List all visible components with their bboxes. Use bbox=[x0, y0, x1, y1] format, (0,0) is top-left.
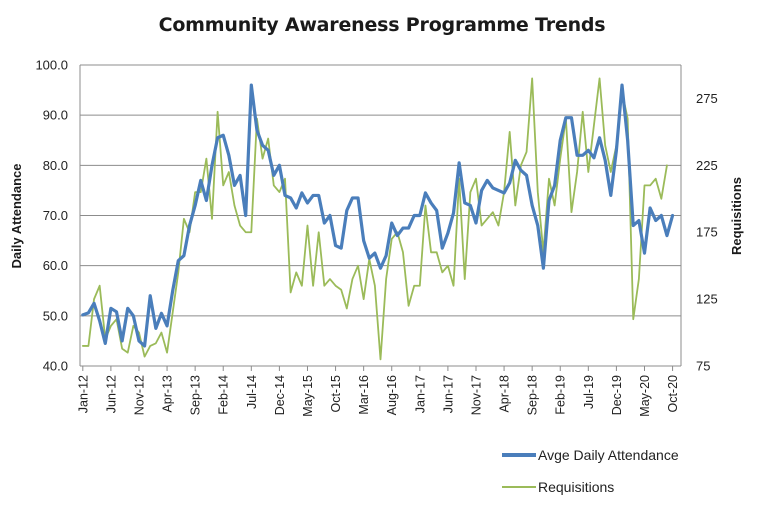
y2-tick-label: 175 bbox=[696, 225, 718, 240]
x-tick-label: Dec-14 bbox=[273, 375, 287, 415]
y-axis-label: Daily Attendance bbox=[9, 164, 24, 269]
y-tick-label: 60.0 bbox=[43, 258, 68, 273]
x-tick-label: Oct-20 bbox=[666, 375, 680, 413]
y2-axis-label: Requisitions bbox=[729, 177, 744, 255]
y-tick-label: 90.0 bbox=[43, 108, 68, 123]
x-tick-label: Nov-17 bbox=[469, 375, 483, 415]
series-lines bbox=[81, 77, 675, 361]
legend-label-attendance: Avge Daily Attendance bbox=[538, 447, 679, 463]
x-tick-label: Jul-19 bbox=[582, 375, 596, 409]
x-tick-label: Apr-18 bbox=[498, 375, 512, 413]
x-tick-label: May-15 bbox=[301, 375, 315, 417]
y2-tick-label: 75 bbox=[696, 359, 710, 374]
y-tick-label: 50.0 bbox=[43, 308, 68, 323]
legend-label-requisitions: Requisitions bbox=[538, 479, 615, 495]
legend: Avge Daily Attendance Requisitions bbox=[502, 443, 679, 507]
y2-tick-label: 225 bbox=[696, 158, 718, 173]
y-tick-label: 70.0 bbox=[43, 208, 68, 223]
chart-title: Community Awareness Programme Trends bbox=[158, 14, 606, 36]
x-tick-label: May-20 bbox=[638, 375, 652, 417]
x-tick-label: Dec-19 bbox=[610, 375, 624, 415]
x-tick-label: Nov-12 bbox=[132, 375, 146, 415]
x-tick-label: Sep-18 bbox=[526, 375, 540, 415]
y-tick-label: 40.0 bbox=[43, 359, 68, 374]
gridlines bbox=[80, 64, 681, 367]
axis-ticks: 40.0 50.0 60.0 70.0 80.0 90.0 100.0 75 125 175 225… bbox=[35, 58, 717, 417]
x-tick-label: Apr-13 bbox=[161, 375, 175, 413]
series-line-attendance bbox=[81, 83, 675, 348]
x-tick-label: Mar-16 bbox=[357, 375, 371, 415]
x-tick-label: Jul-14 bbox=[245, 375, 259, 409]
y-tick-label: 80.0 bbox=[43, 158, 68, 173]
legend-swatch-attendance bbox=[502, 453, 536, 457]
x-tick-label: Feb-14 bbox=[217, 375, 231, 415]
x-tick-label: Jun-12 bbox=[104, 375, 118, 413]
y-tick-label: 100.0 bbox=[35, 58, 68, 73]
x-tick-label: Aug-16 bbox=[385, 375, 399, 415]
x-tick-label: Sep-13 bbox=[189, 375, 203, 415]
x-tick-label: Oct-15 bbox=[329, 375, 343, 413]
series-line-requisitions bbox=[81, 77, 668, 361]
legend-swatch-requisitions bbox=[502, 486, 536, 488]
x-tick-label: Jan-12 bbox=[76, 375, 90, 413]
x-tick-label: Jan-17 bbox=[413, 375, 427, 413]
legend-item-attendance: Avge Daily Attendance bbox=[502, 443, 679, 467]
y2-tick-label: 275 bbox=[696, 91, 718, 106]
x-tick-label: Feb-19 bbox=[554, 375, 568, 415]
plot-area bbox=[79, 65, 682, 371]
x-tick-label: Jun-17 bbox=[441, 375, 455, 413]
y2-tick-label: 125 bbox=[696, 292, 718, 307]
legend-item-requisitions: Requisitions bbox=[502, 475, 679, 499]
